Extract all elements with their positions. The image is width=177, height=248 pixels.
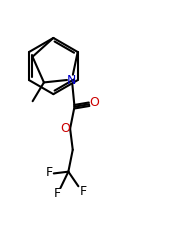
Text: N: N (67, 74, 77, 87)
Text: O: O (60, 122, 70, 135)
Text: F: F (79, 185, 87, 198)
Text: F: F (54, 187, 61, 200)
Text: O: O (89, 96, 99, 109)
Text: F: F (45, 166, 53, 179)
